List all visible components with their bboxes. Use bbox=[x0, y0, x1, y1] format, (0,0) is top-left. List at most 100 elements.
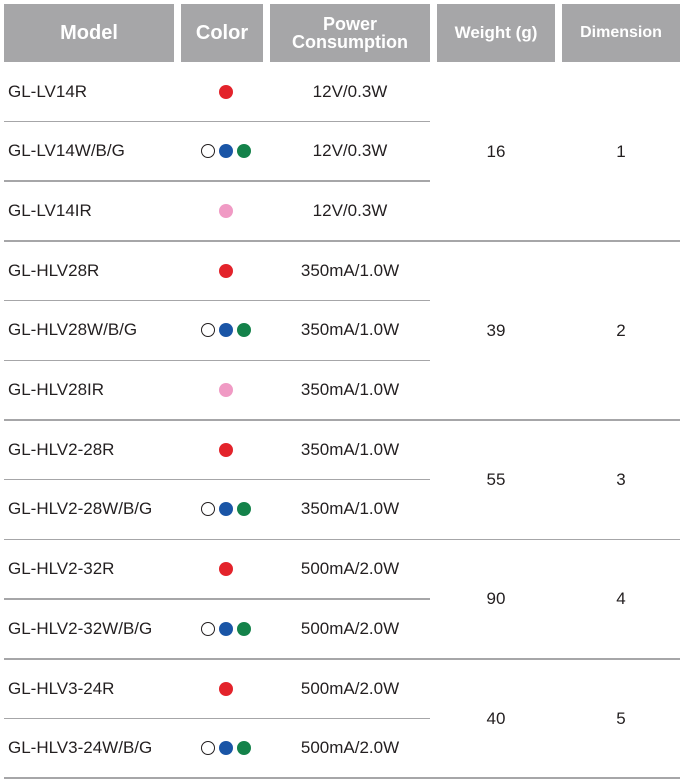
header-weight: Weight (g) bbox=[437, 4, 555, 62]
model-cell: GL-LV14R bbox=[8, 81, 88, 101]
model-cell: GL-HLV2-32W/B/G bbox=[8, 618, 153, 638]
white-dot-icon bbox=[201, 144, 215, 159]
red-dot-icon bbox=[219, 681, 233, 696]
dimension-cell: 3 bbox=[616, 469, 626, 489]
power-cell: 350mA/1.0W bbox=[300, 499, 400, 519]
group-divider bbox=[4, 658, 680, 660]
white-dot-icon bbox=[201, 323, 215, 338]
color-cell bbox=[181, 540, 271, 599]
power-cell: 500mA/2.0W bbox=[300, 738, 400, 758]
power-cell: 12V/0.3W bbox=[312, 141, 388, 161]
spec-group: 40 5 bbox=[437, 659, 680, 778]
row-divider bbox=[4, 598, 430, 600]
row-divider bbox=[4, 359, 430, 361]
power-cell: 350mA/1.0W bbox=[300, 380, 400, 399]
header-model-label: Model bbox=[60, 21, 118, 44]
header-dimension-label: Dimension bbox=[580, 24, 662, 41]
green-dot-icon bbox=[237, 144, 251, 159]
white-dot-icon bbox=[201, 502, 215, 517]
header-color-label: Color bbox=[195, 21, 249, 44]
green-dot-icon bbox=[237, 741, 251, 756]
row-divider bbox=[4, 717, 430, 720]
color-cell bbox=[181, 181, 271, 240]
color-cell bbox=[181, 420, 271, 479]
table-row: GL-LV14IR 12V/0.3W bbox=[4, 181, 430, 240]
spec-group: 55 3 bbox=[437, 420, 680, 539]
row-divider bbox=[4, 120, 430, 123]
color-cell bbox=[181, 361, 271, 420]
dimension-cell: 1 bbox=[616, 141, 626, 161]
blue-dot-icon bbox=[219, 621, 233, 636]
weight-cell: 16 bbox=[486, 141, 506, 161]
header-model: Model bbox=[4, 4, 174, 62]
color-cell bbox=[181, 122, 271, 181]
red-dot-icon bbox=[219, 562, 233, 577]
pink-dot-icon bbox=[219, 383, 233, 397]
blue-dot-icon bbox=[219, 323, 233, 338]
table-row: GL-HLV3-24W/B/G 500mA/2.0W bbox=[4, 719, 430, 778]
spec-group: 16 1 bbox=[437, 62, 680, 241]
table-row: GL-HLV2-32R 500mA/2.0W bbox=[4, 540, 430, 599]
weight-cell: 40 bbox=[486, 708, 506, 728]
weight-cell: 39 bbox=[486, 320, 506, 340]
dimension-cell: 5 bbox=[616, 708, 626, 728]
header-power-line1: Power bbox=[322, 14, 377, 34]
table-row: GL-HLV28R 350mA/1.0W bbox=[4, 241, 430, 300]
weight-cell: 90 bbox=[486, 589, 506, 609]
color-cell bbox=[181, 241, 271, 300]
dimension-cell: 2 bbox=[616, 320, 626, 340]
row-divider bbox=[4, 180, 430, 182]
model-cell: GL-LV14W/B/G bbox=[8, 141, 125, 161]
red-dot-icon bbox=[219, 442, 233, 457]
white-dot-icon bbox=[201, 741, 215, 756]
model-cell: GL-HLV3-24R bbox=[8, 678, 115, 698]
color-cell bbox=[181, 301, 271, 360]
model-cell: GL-HLV2-28R bbox=[8, 439, 115, 459]
spec-group: 39 2 bbox=[437, 241, 680, 420]
model-cell: GL-HLV28W/B/G bbox=[8, 320, 138, 340]
blue-dot-icon bbox=[219, 144, 233, 159]
green-dot-icon bbox=[237, 323, 251, 338]
table-row: GL-HLV28IR 350mA/1.0W bbox=[4, 361, 430, 420]
dimension-cell: 4 bbox=[616, 589, 626, 609]
red-dot-icon bbox=[219, 84, 233, 99]
blue-dot-icon bbox=[219, 502, 233, 517]
power-cell: 12V/0.3W bbox=[312, 81, 388, 101]
color-cell bbox=[181, 480, 271, 539]
table-row: GL-LV14R 12V/0.3W bbox=[4, 62, 430, 121]
red-dot-icon bbox=[219, 263, 233, 278]
table-row: GL-HLV28W/B/G 350mA/1.0W bbox=[4, 301, 430, 360]
model-cell: GL-HLV3-24W/B/G bbox=[8, 738, 153, 758]
power-cell: 500mA/2.0W bbox=[300, 678, 400, 698]
green-dot-icon bbox=[237, 621, 251, 636]
header-power-line2: Consumption bbox=[292, 32, 408, 52]
header-color: Color bbox=[181, 4, 263, 62]
blue-dot-icon bbox=[219, 741, 233, 756]
group-divider bbox=[4, 240, 680, 242]
table-row: GL-HLV2-32W/B/G 500mA/2.0W bbox=[4, 599, 430, 658]
group-divider bbox=[4, 538, 680, 541]
power-cell: 500mA/2.0W bbox=[300, 559, 400, 579]
power-cell: 12V/0.3W bbox=[312, 200, 388, 220]
color-cell bbox=[181, 62, 271, 121]
row-divider bbox=[4, 299, 430, 302]
header-power-consumption: Power Consumption bbox=[270, 4, 430, 62]
power-cell: 350mA/1.0W bbox=[300, 320, 400, 340]
green-dot-icon bbox=[237, 502, 251, 517]
model-cell: GL-LV14IR bbox=[8, 200, 92, 220]
color-cell bbox=[181, 719, 271, 778]
weight-cell: 55 bbox=[486, 469, 506, 489]
header-weight-label: Weight (g) bbox=[454, 23, 538, 42]
header-dimension: Dimension bbox=[562, 4, 680, 62]
power-cell: 500mA/2.0W bbox=[300, 618, 400, 638]
power-cell: 350mA/1.0W bbox=[300, 439, 400, 459]
model-cell: GL-HLV2-28W/B/G bbox=[8, 499, 153, 519]
white-dot-icon bbox=[201, 621, 215, 636]
group-divider bbox=[4, 777, 680, 779]
model-cell: GL-HLV2-32R bbox=[8, 559, 115, 579]
power-cell: 350mA/1.0W bbox=[300, 260, 400, 280]
model-cell: GL-HLV28IR bbox=[8, 380, 105, 399]
table-row: GL-LV14W/B/G 12V/0.3W bbox=[4, 122, 430, 181]
color-cell bbox=[181, 599, 271, 658]
color-cell bbox=[181, 659, 271, 718]
